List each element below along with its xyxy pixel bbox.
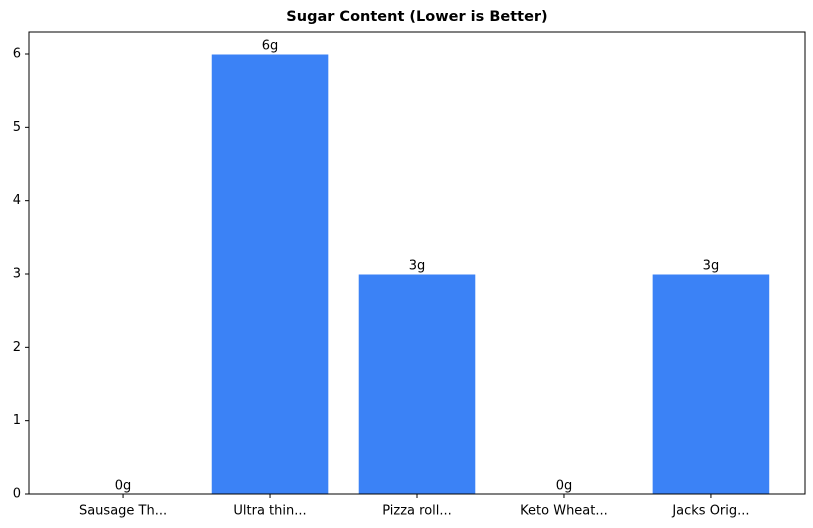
y-tick-label: 4 xyxy=(13,193,21,208)
chart-title: Sugar Content (Lower is Better) xyxy=(286,9,547,25)
plot-frame xyxy=(28,31,806,495)
bar xyxy=(651,273,771,495)
y-tick-label: 6 xyxy=(13,47,21,62)
y-tick-label: 2 xyxy=(13,340,21,355)
value-label: 3g xyxy=(703,259,720,274)
x-tick-label: Sausage Th... xyxy=(79,504,167,519)
bar xyxy=(357,273,477,495)
x-tick-label: Jacks Orig... xyxy=(671,504,749,519)
value-label: 3g xyxy=(409,259,426,274)
x-tick-label: Pizza roll... xyxy=(382,504,452,519)
value-label: 6g xyxy=(262,39,279,54)
x-tick-label: Ultra thin... xyxy=(233,504,306,519)
value-label: 0g xyxy=(115,479,132,494)
value-label: 0g xyxy=(556,479,573,494)
y-tick-label: 1 xyxy=(13,413,21,428)
x-tick-label: Keto Wheat... xyxy=(520,504,608,519)
y-tick-label: 3 xyxy=(13,267,21,282)
bar xyxy=(210,53,330,495)
y-tick-label: 5 xyxy=(13,120,21,135)
y-tick-label: 0 xyxy=(13,487,21,502)
